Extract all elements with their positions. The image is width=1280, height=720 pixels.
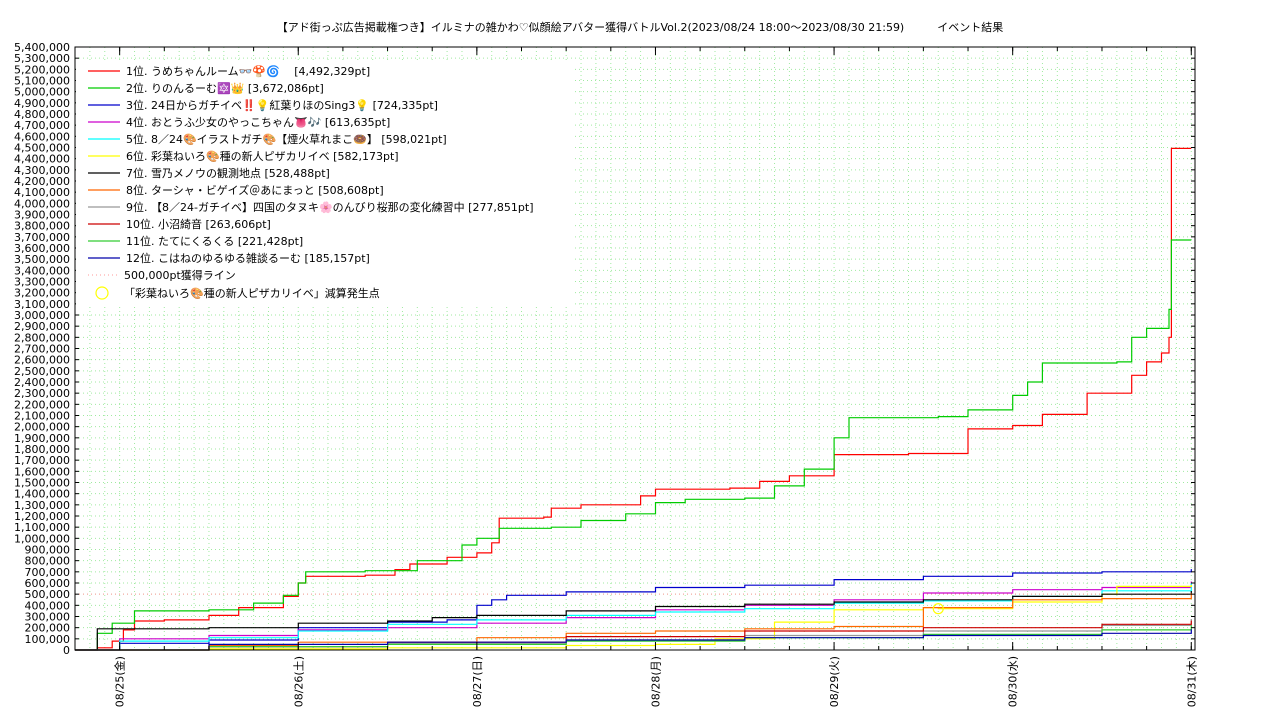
y-tick-label: 3,600,000 xyxy=(14,242,70,255)
y-tick-label: 5,200,000 xyxy=(14,63,70,76)
legend-entry: 10位. 小沼綺音 [263,606pt] xyxy=(126,217,271,231)
y-tick-label: 1,700,000 xyxy=(14,454,70,467)
y-tick-label: 2,900,000 xyxy=(14,320,70,333)
y-tick-label: 4,400,000 xyxy=(14,153,70,166)
x-tick-label: 08/25(金) xyxy=(113,656,127,707)
y-tick-label: 1,600,000 xyxy=(14,465,70,478)
y-tick-label: 3,800,000 xyxy=(14,220,70,233)
series-layer xyxy=(75,147,1195,651)
plot-frame xyxy=(74,46,1196,651)
legend-entry: 8位. ターシャ・ビゲイズ＠あにまっと [508,608pt] xyxy=(126,183,384,197)
y-tick-label: 1,800,000 xyxy=(14,443,70,456)
y-tick-label: 2,200,000 xyxy=(14,398,70,411)
x-tick-label: 08/31(木) xyxy=(1185,656,1198,707)
y-tick-label: 2,600,000 xyxy=(14,354,70,367)
y-tick-label: 300,000 xyxy=(25,611,71,624)
y-tick-label: 4,700,000 xyxy=(14,119,70,132)
y-tick-label: 3,000,000 xyxy=(14,309,70,322)
legend-entry: 1位. うめちゃんルーム👓🍄🌀 [4,492,329pt] xyxy=(126,64,370,78)
decrease-marker xyxy=(932,603,944,615)
legend-entry: 11位. たてにくるくる [221,428pt] xyxy=(126,234,303,248)
y-tick-label: 4,600,000 xyxy=(14,130,70,143)
series-line-7 xyxy=(75,591,1192,651)
y-tick-label: 1,200,000 xyxy=(14,510,70,523)
y-tick-label: 2,300,000 xyxy=(14,387,70,400)
legend-background xyxy=(76,60,574,305)
y-tick-label: 2,400,000 xyxy=(14,376,70,389)
y-tick-label: 0 xyxy=(63,644,70,657)
y-tick-label: 2,700,000 xyxy=(14,343,70,356)
x-tick-label: 08/29(火) xyxy=(828,656,841,707)
y-tick-label: 3,200,000 xyxy=(14,287,70,300)
series-line-1 xyxy=(75,147,1192,651)
y-tick-label: 3,300,000 xyxy=(14,276,70,289)
y-tick-label: 4,800,000 xyxy=(14,108,70,121)
y-tick-label: 2,000,000 xyxy=(14,421,70,434)
y-tick-label: 4,900,000 xyxy=(14,97,70,110)
y-tick-label: 1,100,000 xyxy=(14,521,70,534)
y-tick-label: 4,100,000 xyxy=(14,186,70,199)
legend-entry: 9位. 【8／24-ガチイベ】四国のタヌキ🌸のんびり桜那の変化練習中 [277,… xyxy=(126,200,534,214)
legend-entry: 3位. 24日からガチイベ‼️💡紅葉りほのSing3💡 [724,335pt] xyxy=(126,98,438,112)
series-line-12 xyxy=(75,629,1192,651)
y-tick-label: 4,300,000 xyxy=(14,164,70,177)
legend-entry: 7位. 雪乃メノウの観測地点 [528,488pt] xyxy=(126,166,330,180)
y-tick-label: 4,000,000 xyxy=(14,197,70,210)
axis-layer: 0100,000200,000300,000400,000500,000600,… xyxy=(14,41,1198,707)
y-tick-label: 5,400,000 xyxy=(14,41,70,54)
y-tick-label: 3,900,000 xyxy=(14,209,70,222)
x-tick-label: 08/28(月) xyxy=(649,656,662,707)
y-tick-label: 1,000,000 xyxy=(14,532,70,545)
y-tick-label: 800,000 xyxy=(25,555,71,568)
legend: 1位. うめちゃんルーム👓🍄🌀 [4,492,329pt] 2位. りのんるーむ🔯… xyxy=(76,60,574,305)
legend-entry: 4位. おとうふ少女のやっこちゃん👅🎶 [613,635pt] xyxy=(126,115,390,129)
legend-entry: 「彩葉ねいろ🎨種の新人ピザカリイベ」減算発生点 xyxy=(124,286,380,300)
y-tick-label: 1,300,000 xyxy=(14,499,70,512)
legend-entry: 500,000pt獲得ライン xyxy=(124,269,236,282)
y-tick-label: 1,900,000 xyxy=(14,432,70,445)
y-tick-label: 4,200,000 xyxy=(14,175,70,188)
y-tick-label: 3,500,000 xyxy=(14,253,70,266)
chart-title: 【アド街っぷ広告掲載権つき】イルミナの雑かわ♡似顔絵アバター獲得バトルVol.2… xyxy=(276,21,1004,34)
y-tick-label: 5,000,000 xyxy=(14,86,70,99)
y-tick-label: 2,500,000 xyxy=(14,365,70,378)
y-tick-label: 700,000 xyxy=(25,566,71,579)
y-tick-label: 100,000 xyxy=(25,633,71,646)
legend-entry: 2位. りのんるーむ🔯👑 [3,672,086pt] xyxy=(126,81,324,95)
legend-marker xyxy=(95,286,109,300)
x-tick-label: 08/26(土) xyxy=(292,656,305,707)
legend-entry: 12位. こはねのゆるゆる雑談るーむ [185,157pt] xyxy=(126,251,370,265)
y-tick-label: 3,400,000 xyxy=(14,264,70,277)
x-tick-label: 08/27(日) xyxy=(471,656,484,707)
series-line-11 xyxy=(75,625,1192,651)
y-tick-label: 2,800,000 xyxy=(14,331,70,344)
y-tick-label: 200,000 xyxy=(25,622,71,635)
y-tick-label: 5,100,000 xyxy=(14,75,70,88)
legend-entry: 5位. 8／24🎨イラストガチ🎨【煙火草れまこ🍩】 [598,021pt] xyxy=(126,132,447,146)
x-tick-label: 08/30(水) xyxy=(1007,656,1020,707)
series-line-2 xyxy=(75,239,1192,651)
y-tick-label: 400,000 xyxy=(25,599,71,612)
series-line-4 xyxy=(75,581,1192,651)
y-tick-label: 4,500,000 xyxy=(14,142,70,155)
y-tick-label: 900,000 xyxy=(25,544,71,557)
y-tick-label: 500,000 xyxy=(25,588,71,601)
legend-entry: 6位. 彩葉ねいろ🎨種の新人ピザカリイベ [582,173pt] xyxy=(126,149,399,163)
y-tick-label: 1,500,000 xyxy=(14,477,70,490)
y-tick-label: 3,700,000 xyxy=(14,231,70,244)
y-tick-label: 3,100,000 xyxy=(14,298,70,311)
y-tick-label: 600,000 xyxy=(25,577,71,590)
y-tick-label: 1,400,000 xyxy=(14,488,70,501)
y-tick-label: 5,300,000 xyxy=(14,52,70,65)
y-tick-label: 2,100,000 xyxy=(14,410,70,423)
